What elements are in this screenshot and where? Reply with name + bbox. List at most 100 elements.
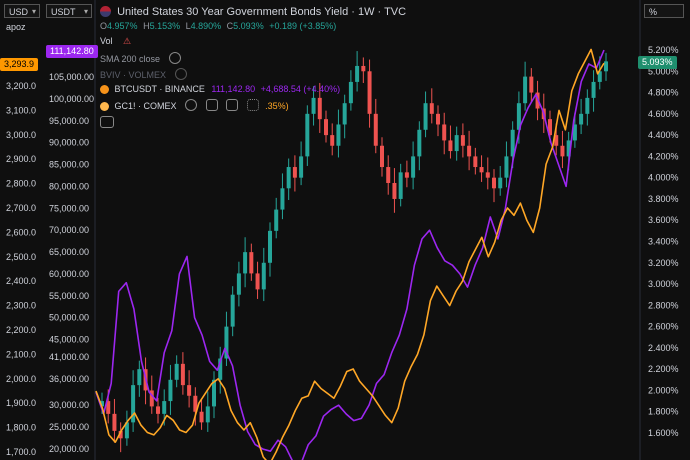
yield-candle-body: [268, 230, 272, 263]
chart-title-row: United States 30 Year Government Bonds Y…: [100, 6, 406, 18]
warning-icon: ⚠: [123, 36, 132, 46]
ohlc-change: +0.189 (+3.85%): [269, 21, 337, 31]
chart-title: United States 30 Year Government Bonds Y…: [117, 6, 407, 18]
yield-candle-body: [311, 97, 316, 114]
btc-axis-tick-label: 95,000.00: [49, 116, 89, 126]
yield-candle-body: [529, 76, 534, 93]
yield-candle-body: [236, 273, 241, 295]
yield-axis-tick-label: 4.400%: [648, 130, 679, 140]
eye-off-icon[interactable]: [174, 68, 187, 80]
yield-candle-body: [299, 156, 304, 178]
yield-axis-tick-label: 3.800%: [648, 194, 679, 204]
delete-icon[interactable]: [226, 99, 239, 111]
more-icon[interactable]: [246, 99, 259, 111]
mid-axis-unit-select[interactable]: USDT ▾: [46, 4, 92, 18]
yield-candle-body: [348, 81, 353, 104]
gold-axis-tick-label: 1,900.0: [6, 398, 36, 408]
gold-axis-tick-label: 2,800.0: [6, 179, 36, 189]
yield-candle-body: [224, 326, 229, 359]
yield-candle-body: [180, 363, 185, 386]
legend-vol[interactable]: Vol ⚠: [100, 36, 132, 46]
btc-axis-tick-label: 65,000.00: [49, 247, 89, 257]
yield-candle-body: [492, 177, 496, 189]
btc-axis-tick-label: 90,000.00: [49, 138, 89, 148]
btc-axis-tick-label: 70,000.00: [49, 225, 89, 235]
btc-axis-tick-label: 75,000.00: [49, 203, 89, 213]
legend-bviv[interactable]: BVIV · VOLMEX: [100, 68, 187, 80]
yield-candle-body: [230, 294, 235, 327]
legend-sma[interactable]: SMA 200 close: [100, 52, 181, 64]
yield-axis-tick-label: 1.800%: [648, 407, 679, 417]
legend-btc-change: +4,688.54 (+4.40%): [260, 84, 341, 94]
yield-candle-body: [286, 167, 291, 189]
left-axis-sub-label[interactable]: apoz: [6, 22, 26, 32]
yield-candle-body: [473, 156, 478, 168]
yield-axis-tick-label: 5.000%: [648, 66, 679, 76]
yield-candle-body: [330, 135, 335, 146]
legend-btc[interactable]: BTCUSDT · BINANCE 111,142.80 +4,688.54 (…: [100, 84, 340, 94]
btc-series-line: [95, 49, 605, 460]
yield-candle-body: [572, 124, 577, 141]
yield-candle-body: [579, 113, 584, 125]
chevron-down-icon: ▾: [31, 7, 36, 16]
yield-candle-body: [131, 385, 136, 423]
yield-candle-body: [548, 119, 552, 136]
yield-candle-body: [566, 140, 571, 157]
yield-candle-body: [168, 379, 173, 402]
btc-axis-tick-label: 80,000.00: [49, 181, 89, 191]
yield-candle-body: [479, 167, 484, 173]
gold-axis-tick-label: 1,800.0: [6, 423, 36, 433]
chevron-down-icon: ▾: [83, 7, 88, 16]
btc-axis-tick-label: 50,000.00: [49, 313, 89, 323]
yield-candle-body: [261, 262, 266, 290]
yield-axis-tick-label: 3.600%: [648, 215, 679, 225]
bitcoin-icon: [100, 85, 109, 94]
yield-candle-body: [423, 103, 428, 130]
yield-candle-body: [504, 156, 509, 178]
gold-axis-tick-label: 2,100.0: [6, 349, 36, 359]
yield-candle-body: [380, 145, 384, 168]
gold-axis-tick-label: 2,200.0: [6, 325, 36, 335]
gold-axis-tick-label: 2,300.0: [6, 301, 36, 311]
right-axis-unit-select[interactable]: %: [644, 4, 684, 18]
yield-candle-body: [149, 390, 154, 407]
yield-candle-body: [516, 103, 521, 130]
yield-axis-tick-label: 4.800%: [648, 88, 679, 98]
yield-candle-body: [523, 76, 528, 104]
yield-axis-tick-label: 2.600%: [648, 322, 679, 332]
btc-axis-tick-label: 100,000.00: [49, 94, 94, 104]
yield-candle-body: [485, 172, 490, 178]
legend-btc-value: 111,142.80: [211, 84, 256, 94]
yield-candle-body: [137, 369, 142, 386]
gold-axis-tick-label: 2,900.0: [6, 154, 36, 164]
gold-axis-tick-label: 2,500.0: [6, 252, 36, 262]
yield-candle-body: [597, 71, 602, 82]
yield-candle-body: [585, 97, 590, 114]
btc-axis-tick-label: 30,000.00: [49, 400, 89, 410]
btc-axis-tick-label: 20,000.00: [49, 444, 89, 454]
yield-candle-body: [510, 129, 515, 157]
yield-candle-body: [560, 145, 565, 157]
yield-candle-body: [498, 177, 503, 189]
yield-axis-tick-label: 4.600%: [648, 109, 679, 119]
eye-icon[interactable]: [168, 52, 181, 64]
yield-candle-body: [100, 401, 104, 407]
gold-axis-tick-label: 3,100.0: [6, 105, 36, 115]
collapse-legend-button[interactable]: [100, 116, 114, 129]
yield-candle-body: [442, 124, 447, 141]
yield-candle-body: [218, 358, 223, 380]
yield-candle-body: [249, 252, 254, 274]
ohlc-open: 4.957%: [107, 21, 138, 31]
settings-icon[interactable]: [205, 99, 218, 111]
yield-candle-body: [212, 379, 216, 407]
yield-candle-body: [554, 135, 559, 146]
left-axis-unit-select[interactable]: USD ▾: [4, 4, 40, 18]
legend-gold[interactable]: GC1! · COMEX .35%): [100, 99, 289, 111]
eye-icon[interactable]: [185, 99, 198, 111]
yield-candle-body: [193, 395, 198, 412]
yield-candle-body: [317, 97, 322, 120]
yield-candle-body: [467, 145, 472, 157]
yield-candle-body: [448, 140, 453, 152]
